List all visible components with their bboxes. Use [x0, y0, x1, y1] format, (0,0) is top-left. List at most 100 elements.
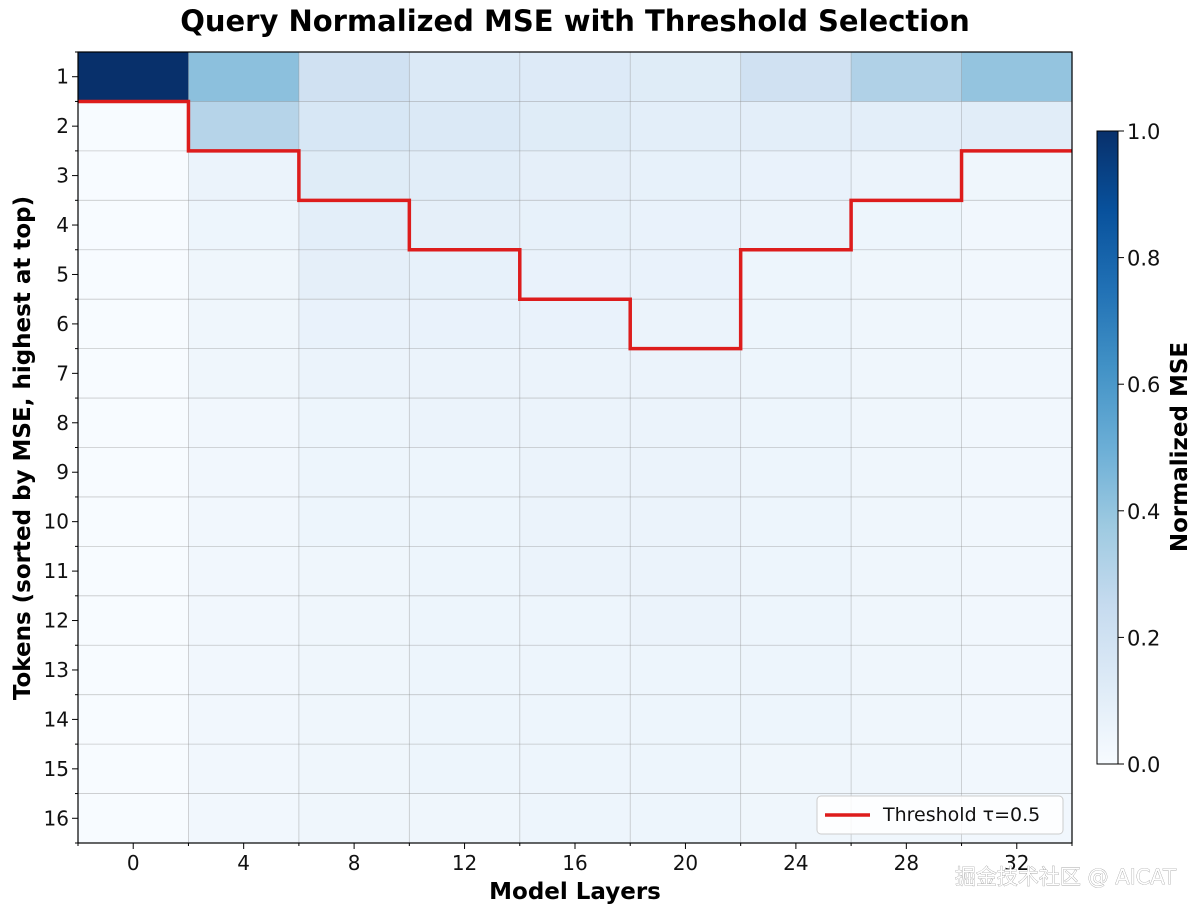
- heatmap-cell: [519, 398, 631, 449]
- heatmap-cell: [519, 249, 631, 300]
- heatmap-cell: [298, 645, 410, 696]
- heatmap-cell: [740, 645, 852, 696]
- heatmap-cell: [851, 595, 963, 646]
- y-tick-label: 10: [44, 510, 69, 534]
- heatmap-cell: [78, 694, 190, 745]
- heatmap-cell: [78, 447, 190, 498]
- colorbar-tick-label: 0.2: [1127, 626, 1160, 650]
- heatmap-cell: [188, 645, 300, 696]
- y-tick-label: 5: [56, 262, 69, 286]
- heatmap-cell: [851, 645, 963, 696]
- heatmap-cell: [409, 793, 521, 844]
- colorbar: [1096, 130, 1119, 765]
- heatmap-cell: [409, 645, 521, 696]
- heatmap-cell: [188, 348, 300, 399]
- x-axis-label: Model Layers: [489, 879, 661, 905]
- heatmap-cell: [409, 249, 521, 300]
- heatmap-cell: [740, 200, 852, 251]
- heatmap-cell: [298, 348, 410, 399]
- heatmap-cell: [961, 299, 1073, 350]
- heatmap-cell: [298, 200, 410, 251]
- heatmap-cell: [188, 694, 300, 745]
- heatmap-cell: [188, 595, 300, 646]
- x-tick-label: 12: [452, 851, 477, 875]
- heatmap-cell: [851, 398, 963, 449]
- y-tick-label: 2: [56, 114, 69, 138]
- heatmap-cell: [851, 694, 963, 745]
- heatmap-cell: [630, 101, 742, 152]
- heatmap-cell: [298, 496, 410, 547]
- heatmap-cell: [630, 496, 742, 547]
- heatmap-cell: [519, 52, 631, 103]
- legend-threshold-label: Threshold τ=0.5: [882, 804, 1040, 826]
- heatmap-cell: [78, 595, 190, 646]
- x-tick-label: 28: [894, 851, 919, 875]
- heatmap-cell: [78, 546, 190, 597]
- heatmap-cell: [740, 52, 852, 103]
- heatmap-cell: [851, 299, 963, 350]
- legend: Threshold τ=0.5: [816, 795, 1064, 835]
- heatmap-cell: [78, 398, 190, 449]
- heatmap-cell: [409, 546, 521, 597]
- heatmap-cell: [740, 348, 852, 399]
- heatmap-cell: [961, 150, 1073, 201]
- heatmap-cell: [519, 299, 631, 350]
- heatmap-cell: [188, 299, 300, 350]
- heatmap-cell: [188, 447, 300, 498]
- heatmap-cell: [298, 150, 410, 201]
- heatmap-cell: [630, 546, 742, 597]
- heatmap-cell: [78, 52, 190, 103]
- y-axis-label: Tokens (sorted by MSE, highest at top): [10, 196, 36, 700]
- heatmap-cell: [740, 744, 852, 795]
- heatmap-cell: [630, 249, 742, 300]
- heatmap-cells: [78, 52, 1073, 844]
- x-tick-label: 20: [673, 851, 698, 875]
- heatmap-cell: [78, 793, 190, 844]
- y-tick-label: 14: [44, 707, 69, 731]
- heatmap-cell: [519, 348, 631, 399]
- y-tick-label: 8: [56, 411, 69, 435]
- heatmap-cell: [298, 694, 410, 745]
- heatmap-cell: [630, 348, 742, 399]
- heatmap-cell: [409, 398, 521, 449]
- heatmap-cell: [409, 447, 521, 498]
- heatmap-cell: [740, 398, 852, 449]
- y-tick-label: 15: [44, 757, 69, 781]
- heatmap-cell: [409, 496, 521, 547]
- heatmap-cell: [630, 447, 742, 498]
- y-tick-label: 1: [56, 65, 69, 89]
- heatmap-cell: [961, 249, 1073, 300]
- heatmap-cell: [519, 496, 631, 547]
- heatmap-cell: [298, 793, 410, 844]
- heatmap-cell: [188, 793, 300, 844]
- heatmap-cell: [961, 595, 1073, 646]
- y-tick-label: 11: [44, 559, 69, 583]
- heatmap-cell: [630, 52, 742, 103]
- y-tick-label: 6: [56, 312, 69, 336]
- heatmap-cell: [851, 150, 963, 201]
- x-tick-label: 0: [127, 851, 140, 875]
- y-tick-label: 4: [56, 213, 69, 237]
- y-tick-label: 9: [56, 460, 69, 484]
- heatmap-cell: [409, 52, 521, 103]
- heatmap-cell: [188, 150, 300, 201]
- heatmap-cell: [78, 645, 190, 696]
- heatmap-cell: [78, 348, 190, 399]
- colorbar-ticks: 0.0 0.2 0.4 0.6 0.8 1.0: [1118, 120, 1160, 777]
- heatmap-cell: [409, 595, 521, 646]
- heatmap-cell: [961, 645, 1073, 696]
- heatmap-cell: [851, 546, 963, 597]
- heatmap-cell: [78, 744, 190, 795]
- threshold-line-group: [78, 99, 1072, 351]
- colorbar-tick-label: 0.6: [1127, 373, 1160, 397]
- colorbar-tick-label: 0.4: [1127, 500, 1160, 524]
- x-tick-label: 8: [348, 851, 361, 875]
- heatmap-cell: [188, 249, 300, 300]
- heatmap-cell: [630, 299, 742, 350]
- heatmap-cell: [298, 249, 410, 300]
- heatmap-cell: [740, 101, 852, 152]
- heatmap-cell: [630, 694, 742, 745]
- heatmap-cell: [519, 744, 631, 795]
